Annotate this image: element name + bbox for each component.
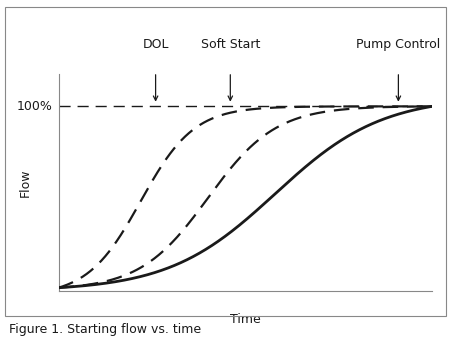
Text: 100%: 100%	[17, 100, 53, 113]
Text: Time: Time	[230, 313, 261, 326]
Text: Soft Start: Soft Start	[201, 38, 260, 51]
Text: DOL: DOL	[142, 38, 169, 51]
Text: Pump Control: Pump Control	[356, 38, 441, 51]
Text: Flow: Flow	[18, 168, 32, 197]
Text: Figure 1. Starting flow vs. time: Figure 1. Starting flow vs. time	[9, 323, 201, 336]
